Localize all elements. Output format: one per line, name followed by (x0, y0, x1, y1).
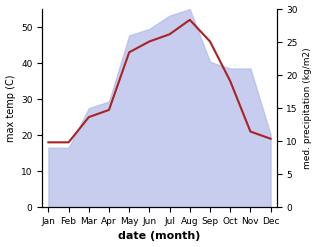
Y-axis label: max temp (C): max temp (C) (5, 74, 16, 142)
Y-axis label: med. precipitation (kg/m2): med. precipitation (kg/m2) (303, 47, 313, 169)
X-axis label: date (month): date (month) (118, 231, 201, 242)
